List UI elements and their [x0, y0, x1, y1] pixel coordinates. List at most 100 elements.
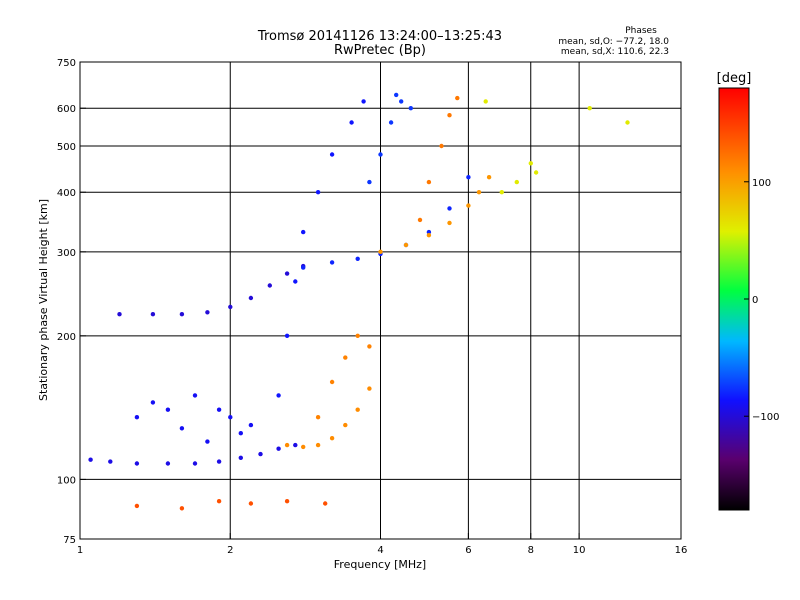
data-point [408, 106, 413, 111]
data-point [293, 442, 298, 448]
series-2 [117, 263, 306, 317]
data-point [315, 442, 321, 448]
x-tick-label: 4 [377, 545, 383, 556]
data-point [361, 99, 366, 104]
x-tick-label: 8 [528, 545, 534, 556]
x-ticks: 1 2 4 6 8 10 16 [77, 533, 687, 556]
data-point [439, 143, 444, 149]
data-point [367, 344, 372, 349]
x-tick-label: 10 [573, 545, 586, 556]
data-point [388, 120, 394, 125]
colorbar-ticks: 100 0 −100 [744, 178, 779, 423]
data-point [192, 461, 198, 466]
y-axis-label: Stationary phase Virtual Height [km] [37, 199, 50, 401]
data-point [528, 161, 533, 166]
data-point [205, 310, 210, 315]
colorbar-tick-label: 0 [752, 295, 758, 306]
data-point [267, 283, 272, 288]
data-point [134, 503, 140, 509]
data-point [455, 95, 460, 101]
y-tick-label: 400 [57, 188, 76, 199]
series-11 [134, 499, 328, 511]
data-point [238, 455, 243, 460]
data-point [323, 501, 328, 506]
data-point [248, 295, 254, 301]
colorbar-tick-label: −100 [752, 412, 779, 423]
data-point [483, 99, 488, 104]
data-points [88, 92, 630, 511]
series-7 [315, 333, 372, 420]
data-point [284, 442, 290, 448]
series-6 [284, 386, 372, 450]
y-tick-label: 500 [57, 142, 76, 153]
data-point [329, 379, 335, 385]
data-point [447, 220, 452, 226]
series-10 [483, 99, 630, 195]
x-tick-label: 1 [77, 545, 83, 556]
series-1 [134, 393, 254, 444]
x-axis-label: Frequency [MHz] [334, 558, 426, 571]
colorbar-tick-label: 100 [752, 178, 771, 189]
data-point [165, 407, 171, 412]
series-4 [301, 175, 471, 270]
grid-lines [80, 62, 681, 539]
data-point [394, 92, 399, 98]
series-8 [378, 175, 492, 254]
data-point [192, 393, 198, 398]
data-point [355, 256, 360, 261]
data-point [248, 422, 254, 428]
data-point [514, 179, 519, 185]
data-point [301, 229, 306, 235]
data-point [426, 179, 432, 185]
x-tick-label: 2 [227, 545, 233, 556]
data-point [378, 249, 383, 254]
data-point [205, 439, 210, 444]
data-point [248, 501, 254, 506]
data-point [466, 203, 471, 208]
data-point [301, 265, 306, 270]
y-tick-label: 100 [57, 475, 76, 486]
colorbar-label: [deg] [717, 71, 752, 86]
data-point [499, 190, 504, 195]
data-point [134, 461, 140, 466]
data-point [349, 120, 354, 125]
plot-area: 1 2 4 6 8 10 16 75 100 200 300 400 500 600 750 [57, 58, 687, 556]
data-point [587, 106, 592, 111]
data-point [284, 271, 290, 276]
y-tick-label: 75 [63, 535, 76, 546]
data-point [403, 242, 409, 248]
data-point [625, 120, 630, 125]
data-point [117, 312, 122, 317]
data-point [216, 499, 222, 504]
data-point [417, 217, 423, 223]
data-point [216, 459, 222, 464]
data-point [216, 407, 222, 412]
series-3 [276, 99, 366, 398]
data-point [301, 444, 306, 450]
y-tick-label: 750 [57, 58, 76, 69]
series-5 [367, 92, 413, 185]
data-point [150, 312, 156, 317]
data-point [88, 457, 93, 462]
data-point [466, 175, 471, 180]
data-point [276, 446, 281, 451]
data-point [447, 113, 452, 118]
x-tick-label: 6 [465, 545, 471, 556]
data-point [179, 506, 185, 511]
data-point [533, 170, 539, 175]
data-point [228, 304, 233, 310]
data-point [426, 229, 432, 235]
data-point [329, 152, 335, 157]
data-point [367, 179, 372, 185]
chart-title: Tromsø 20141126 13:24:00–13:25:43 [257, 29, 502, 44]
data-point [150, 400, 156, 405]
data-point [355, 407, 360, 412]
data-point [399, 99, 404, 104]
colorbar: [deg] 100 0 −100 [717, 71, 779, 511]
data-point [315, 190, 321, 195]
data-point [378, 152, 383, 157]
data-point [258, 451, 263, 457]
data-point [355, 333, 360, 338]
data-point [165, 461, 171, 466]
